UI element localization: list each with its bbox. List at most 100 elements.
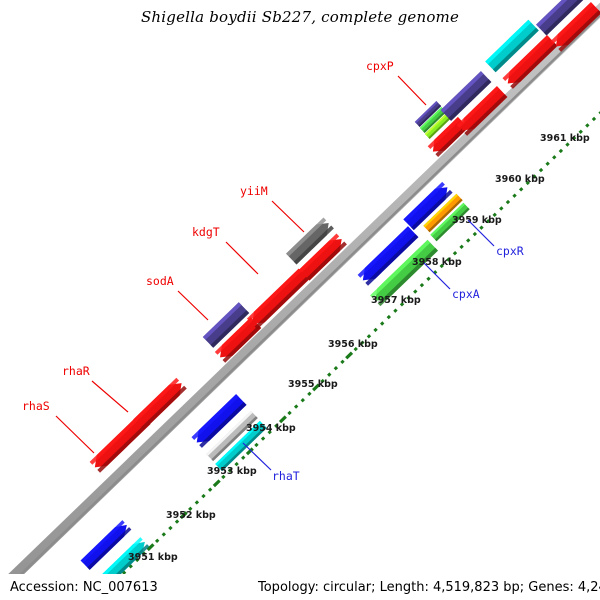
minor-tick	[419, 282, 425, 288]
gene-arrow[interactable]	[485, 19, 539, 73]
minor-tick	[300, 397, 305, 403]
gene-body	[536, 0, 584, 36]
gene-shadow	[293, 225, 334, 265]
gene-highlight	[502, 35, 550, 81]
gene-arrow[interactable]	[133, 377, 187, 431]
status-bar: Accession: NC_007613 Topology: circular;…	[0, 574, 600, 600]
gene-body	[299, 238, 342, 281]
gene-body	[220, 317, 262, 358]
gene-arrow[interactable]	[80, 520, 132, 570]
gene-highlight	[440, 71, 484, 113]
minor-tick	[565, 142, 570, 147]
gene-arrow[interactable]	[502, 35, 558, 89]
gene-highlight	[357, 226, 411, 278]
gene-body	[375, 239, 438, 301]
label-leader-line	[423, 262, 451, 290]
gene-body	[485, 19, 539, 73]
gene-arrow[interactable]	[286, 217, 334, 265]
gene-name-label[interactable]: kdgT	[192, 225, 220, 239]
minor-tick	[320, 378, 325, 384]
gene-name-label[interactable]: cpxR	[496, 244, 524, 258]
gene-highlight	[424, 113, 448, 136]
gene-arrow[interactable]	[202, 302, 250, 348]
gene-arrow[interactable]	[206, 410, 258, 462]
gene-highlight	[80, 520, 125, 563]
gene-arrow[interactable]	[370, 239, 438, 307]
label-leader-line	[225, 241, 259, 275]
minor-tick	[499, 206, 504, 211]
gene-shadow	[423, 110, 447, 133]
minor-tick	[373, 327, 378, 333]
tick-label: 3954 kbp	[246, 423, 296, 434]
tick-label: 3951 kbp	[128, 552, 178, 563]
label-leader-line	[242, 442, 272, 471]
gene-name-label[interactable]: rhaS	[22, 399, 50, 413]
gene-arrow[interactable]	[550, 2, 600, 52]
gene-arrow[interactable]	[357, 226, 419, 286]
gene-track[interactable]	[80, 0, 600, 587]
gene-highlight	[215, 420, 262, 466]
minor-tick	[267, 429, 272, 435]
minor-tick	[492, 212, 497, 218]
gene-arrow[interactable]	[423, 193, 463, 233]
gene-name-label[interactable]: rhaT	[272, 469, 300, 483]
minor-tick	[360, 340, 365, 345]
gene-arrow[interactable]	[403, 181, 453, 231]
tick-labels: 3951 kbp 3952 kbp 3953 kbp 3954 kbp 3955 kbp…	[128, 133, 590, 563]
minor-tick	[340, 359, 345, 365]
minor-tick	[525, 180, 530, 186]
minor-tick	[386, 314, 392, 320]
gene-shadow	[434, 207, 470, 242]
minor-tick	[479, 225, 484, 230]
gene-arrow[interactable]	[89, 413, 151, 473]
minor-tick	[274, 423, 279, 428]
gene-name-label[interactable]: cpxP	[366, 59, 394, 73]
gene-name-label[interactable]: cpxA	[452, 287, 480, 301]
accession-text: Accession: NC_007613	[10, 580, 158, 595]
tick-label: 3953 kbp	[207, 466, 257, 477]
minor-tick	[538, 167, 544, 173]
gene-arrow[interactable]	[536, 0, 584, 36]
minor-tick	[128, 564, 133, 569]
gene-arrow[interactable]	[414, 101, 442, 127]
minor-tick	[221, 474, 226, 480]
gene-name-label[interactable]: yiiM	[240, 184, 268, 198]
major-tick	[278, 415, 287, 424]
gene-arrow[interactable]	[424, 113, 452, 139]
gene-arrow[interactable]	[246, 268, 310, 330]
major-tick	[146, 543, 155, 552]
major-tick	[179, 511, 188, 520]
gene-arrow[interactable]	[419, 107, 447, 133]
gene-highlight	[286, 217, 327, 257]
gene-body	[461, 86, 508, 131]
gene-shadow	[558, 10, 600, 52]
minor-tick	[161, 532, 166, 537]
minor-tick	[399, 302, 405, 307]
gene-arrow[interactable]	[440, 71, 492, 121]
gene-body	[555, 2, 600, 47]
gene-arrow[interactable]	[214, 317, 262, 363]
gene-highlight	[98, 537, 143, 580]
minor-tick	[141, 551, 147, 556]
gene-highlight	[191, 394, 239, 440]
gene-shadow	[210, 310, 250, 348]
minor-tick	[393, 308, 398, 313]
minor-tick	[571, 135, 577, 141]
gene-arrow[interactable]	[299, 233, 347, 281]
label-leader-line	[55, 415, 95, 454]
gene-name-label[interactable]: sodA	[146, 274, 174, 288]
gene-highlight	[299, 233, 340, 273]
minor-tick	[585, 123, 590, 128]
gene-arrow[interactable]	[456, 86, 508, 136]
minor-tick	[591, 116, 597, 122]
tick-label: 3961 kbp	[540, 133, 590, 144]
gene-arrow[interactable]	[430, 202, 470, 242]
gene-arrow[interactable]	[215, 420, 267, 472]
gene-shadow	[543, 0, 584, 36]
gene-labels[interactable]: rhaS rhaR sodA kdgT yiiM cpxP rhaT cpxA cpxR	[22, 59, 524, 483]
gene-arrow[interactable]	[191, 394, 247, 448]
gene-name-label[interactable]: rhaR	[62, 364, 90, 378]
gene-highlight	[246, 268, 302, 322]
